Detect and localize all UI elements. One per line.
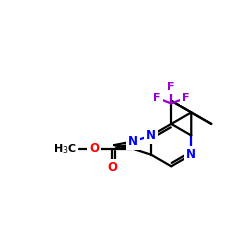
Text: H$_3$C: H$_3$C — [53, 142, 77, 156]
Text: N: N — [186, 148, 196, 161]
Text: O: O — [108, 160, 118, 173]
Text: F: F — [182, 93, 189, 103]
Text: N: N — [146, 129, 156, 142]
Text: F: F — [154, 93, 161, 103]
Text: F: F — [168, 82, 175, 92]
Text: O: O — [89, 142, 99, 155]
Text: N: N — [128, 135, 138, 148]
